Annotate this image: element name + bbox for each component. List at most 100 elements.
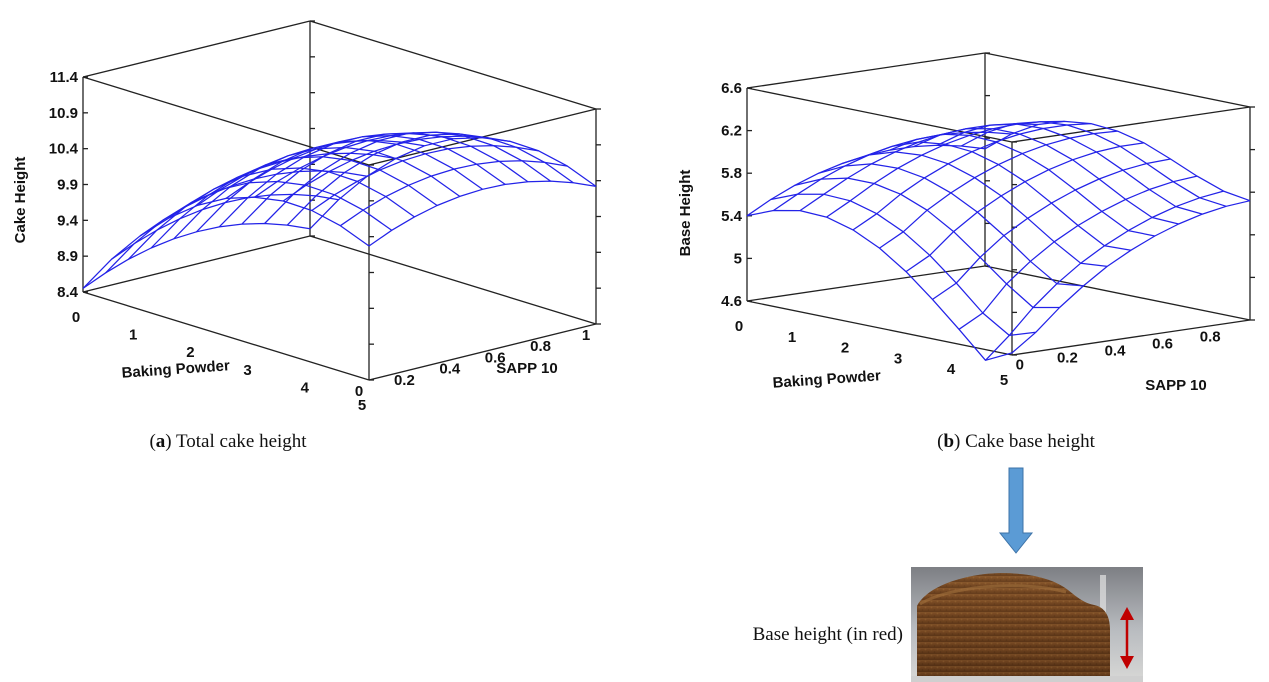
z-tick-label: 5 (734, 250, 742, 267)
frame-edge (1011, 106, 1251, 143)
chart-b-cake-base-height: 4.6 5 5.4 5.8 6.2 6.6 0 1 2 3 4 5 0 0.2 0.4 0.6 0.8 Ba… (677, 52, 1255, 452)
frame-edge (746, 265, 986, 302)
x-tick-label: 4 (947, 361, 956, 378)
z-tick-label: 10.4 (49, 141, 79, 158)
frame-edge (746, 87, 1013, 143)
surface-line-y (879, 130, 1118, 249)
y-tick-label: 0 (355, 383, 363, 400)
surface-line-y (254, 131, 482, 198)
y-tick-label: 0.4 (439, 361, 461, 378)
chart-a-y-ticks: 0 0.2 0.4 0.6 0.8 1 (355, 327, 590, 400)
z-tick-label: 8.4 (57, 284, 79, 301)
chart-a-surface (82, 131, 597, 289)
y-tick-label: 0.2 (394, 372, 415, 389)
chart-b-z-ticks: 4.6 5 5.4 5.8 6.2 6.6 (721, 80, 743, 310)
chart-a-caption-text: Total cake height (176, 431, 307, 452)
x-tick-label: 5 (358, 397, 366, 414)
z-tick-label: 5.8 (721, 165, 742, 182)
y-tick-label: 0.8 (530, 338, 551, 355)
frame-edge (368, 323, 597, 381)
surface-line-y (985, 190, 1224, 361)
surface-line-y (799, 123, 1039, 212)
surface-line-x (818, 163, 1084, 287)
photo-label: Base height (in red) (753, 624, 903, 645)
surface-line-x (241, 132, 529, 225)
chart-b-x-ticks: 0 1 2 3 4 5 (735, 318, 1008, 389)
frame-edge (82, 76, 370, 166)
x-tick-label: 3 (894, 350, 902, 367)
x-tick-label: 3 (243, 362, 251, 379)
surface-line-y (82, 222, 311, 289)
surface-line-y (826, 120, 1065, 218)
chart-a-frame (82, 20, 601, 381)
chart-b-y-ticks: 0 0.2 0.4 0.6 0.8 (1016, 329, 1221, 374)
surface-line-y (773, 131, 1012, 212)
frame-edge (746, 52, 986, 89)
chart-a-z-ticks: 8.4 8.9 9.4 9.9 10.4 10.9 11.4 (49, 69, 79, 301)
surface-line-y (197, 139, 425, 206)
y-tick-label: 0.6 (485, 349, 506, 366)
frame-edge (1011, 319, 1251, 356)
x-tick-label: 1 (129, 327, 137, 344)
surface-line-y (311, 144, 539, 212)
x-tick-label: 0 (72, 309, 80, 326)
surface-line-x (746, 209, 1013, 361)
z-tick-label: 6.2 (721, 123, 742, 140)
surface-line-y (168, 152, 396, 219)
y-tick-label: 0.6 (1152, 336, 1173, 353)
surface-line-y (111, 193, 339, 260)
x-tick-label: 2 (841, 340, 849, 357)
chart-a-z-axis-label: Cake Height (12, 157, 29, 244)
surface-line-y (1011, 200, 1251, 354)
surface-line-y (932, 158, 1171, 300)
chart-b-x-axis-label: Baking Powder (772, 367, 881, 392)
chart-b-frame (746, 52, 1255, 356)
z-tick-label: 11.4 (50, 69, 79, 86)
y-tick-label: 0.8 (1200, 329, 1221, 346)
base-height-marker (1120, 607, 1134, 669)
chart-a-x-ticks: 0 1 2 3 4 5 (72, 309, 366, 414)
z-tick-label: 9.9 (57, 177, 78, 194)
chart-a-y-axis-label: SAPP 10 (496, 360, 557, 377)
z-tick-label: 9.4 (57, 212, 79, 229)
frame-edge (82, 20, 311, 78)
x-tick-label: 0 (735, 318, 743, 335)
cake-photo (911, 567, 1143, 682)
surface-line-y (368, 180, 597, 247)
surface-line-y (282, 135, 511, 202)
chart-b-caption-text: Cake base height (965, 431, 1096, 452)
frame-edge (984, 52, 1251, 108)
surface-line-x (196, 139, 483, 233)
chart-a-caption: (a) Total cake height (149, 431, 307, 452)
z-tick-label: 8.9 (57, 248, 78, 265)
frame-edge (82, 291, 370, 381)
frame-edge (309, 20, 597, 110)
z-tick-label: 6.6 (721, 80, 742, 97)
chart-b-surface (746, 120, 1251, 361)
z-tick-label: 4.6 (721, 293, 742, 310)
chart-a-caption-letter: a (156, 431, 166, 452)
z-tick-label: 5.4 (721, 208, 743, 225)
x-tick-label: 2 (186, 344, 194, 361)
y-tick-label: 1 (582, 327, 590, 344)
surface-line-y (958, 175, 1198, 330)
chart-b-y-axis-label: SAPP 10 (1145, 377, 1206, 394)
surface-line-x (105, 180, 393, 274)
y-tick-label: 0.2 (1057, 350, 1078, 367)
surface-line-y (139, 170, 368, 237)
chart-b-z-axis-label: Base Height (677, 170, 694, 257)
surface-line-x (913, 127, 1179, 225)
x-tick-label: 4 (301, 379, 310, 396)
surface-line-y (340, 160, 568, 227)
surface-line-x (82, 196, 370, 289)
x-tick-label: 5 (1000, 372, 1008, 389)
down-arrow-icon (998, 467, 1034, 554)
chart-b-caption: (b) Cake base height (937, 431, 1095, 452)
chart-a-x-axis-label: Baking Powder (121, 357, 230, 382)
y-tick-label: 0 (1016, 357, 1024, 374)
x-tick-label: 1 (788, 329, 796, 346)
surface-line-y (225, 132, 454, 199)
frame-edge (82, 235, 311, 293)
